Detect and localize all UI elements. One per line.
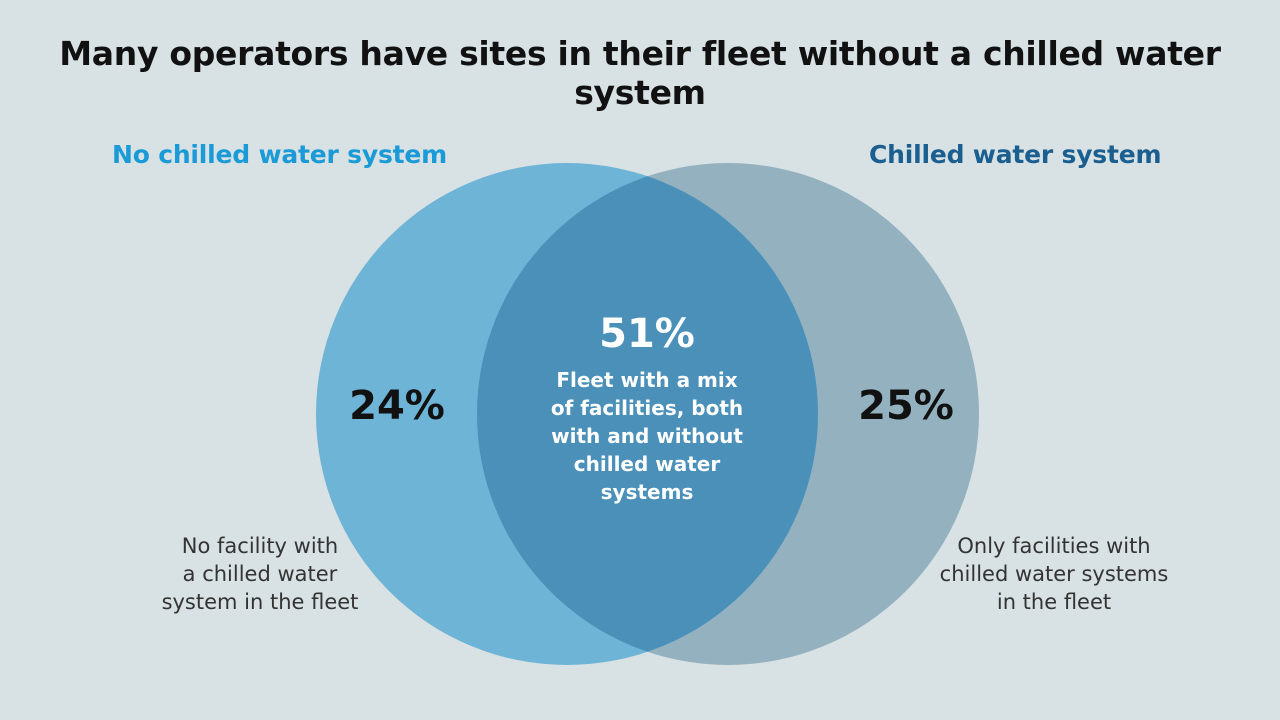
left-set-label: No chilled water system (112, 140, 447, 169)
left-description: No facility with a chilled water system … (161, 534, 359, 614)
right-set-label: Chilled water system (869, 140, 1162, 169)
right-percent: 25% (858, 383, 954, 429)
overlap-region (477, 163, 818, 665)
left-percent: 24% (349, 383, 445, 429)
right-description: Only facilities with chilled water syste… (939, 534, 1169, 614)
page-title: Many operators have sites in their fleet… (59, 34, 1221, 112)
overlap-percent: 51% (599, 311, 695, 357)
overlap-description: Fleet with a mix of facilities, both wit… (550, 368, 744, 504)
